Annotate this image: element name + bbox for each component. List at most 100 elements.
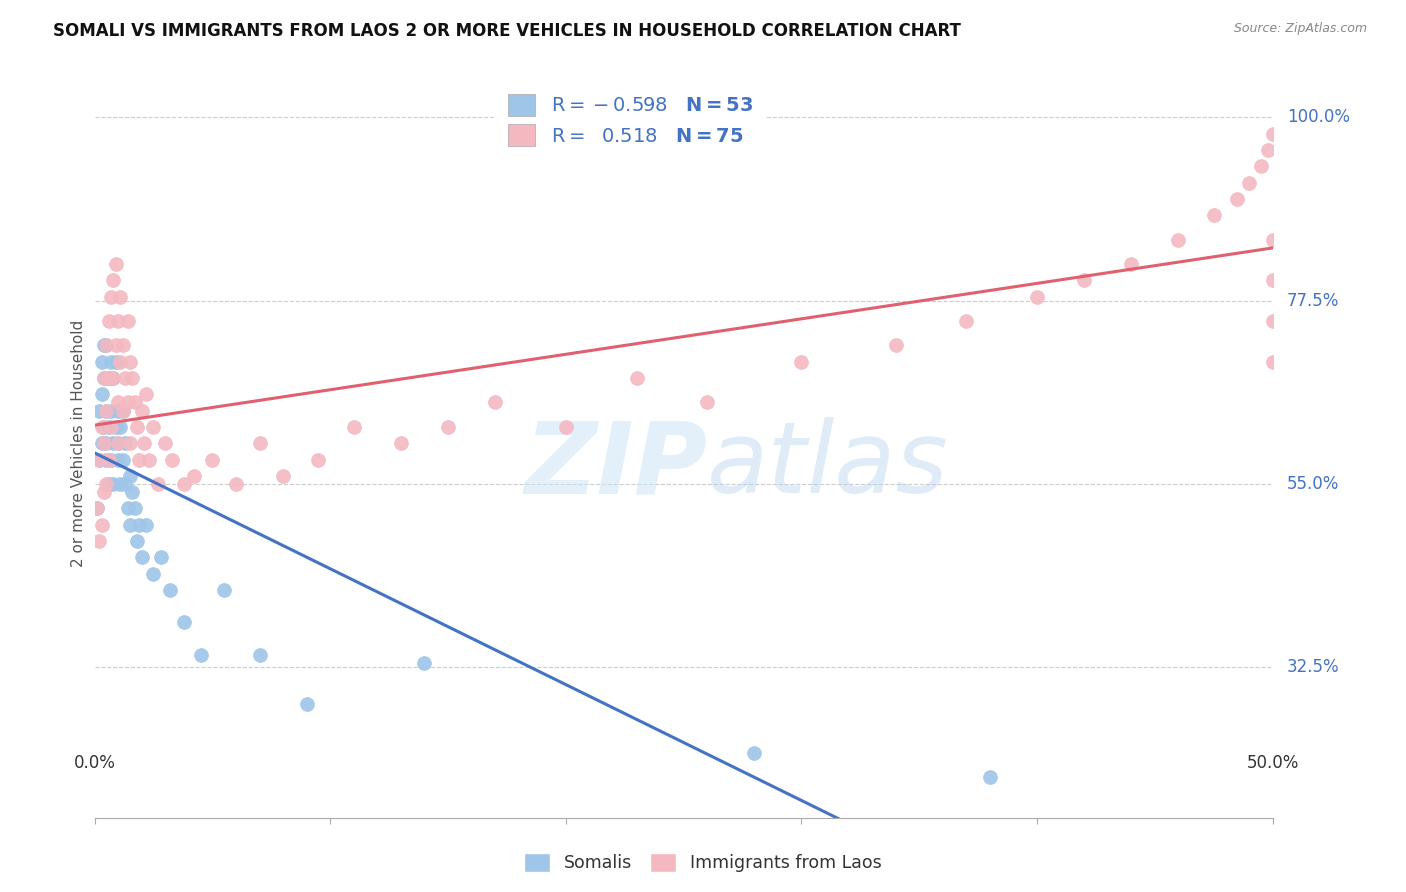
- Point: [173, 615, 195, 630]
- Point: [100, 452, 122, 467]
- Point: [104, 355, 127, 369]
- Point: [97, 420, 120, 434]
- Point: [135, 387, 157, 401]
- Point: [100, 355, 122, 369]
- Point: [97, 371, 120, 385]
- Point: [103, 477, 125, 491]
- Point: [138, 452, 160, 467]
- Point: [93, 485, 115, 500]
- Y-axis label: 2 or more Vehicles in Household: 2 or more Vehicles in Household: [72, 319, 86, 566]
- Point: [190, 648, 212, 662]
- Point: [1073, 273, 1095, 287]
- Point: [295, 697, 318, 711]
- Point: [97, 477, 120, 491]
- Point: [100, 290, 122, 304]
- Point: [110, 355, 132, 369]
- Point: [103, 371, 125, 385]
- Point: [1261, 355, 1284, 369]
- Point: [389, 436, 412, 450]
- Text: 100.0%: 100.0%: [1286, 109, 1350, 127]
- Point: [93, 371, 115, 385]
- Point: [89, 533, 111, 548]
- Text: Source: ZipAtlas.com: Source: ZipAtlas.com: [1233, 22, 1367, 36]
- Point: [114, 477, 136, 491]
- Legend: $\mathregular{R = -0.598}$   $\mathbf{N = 53}$, $\mathregular{R =\ \ 0.518}$   $: $\mathregular{R = -0.598}$ $\mathbf{N = …: [496, 82, 765, 158]
- Point: [103, 436, 125, 450]
- Point: [790, 355, 813, 369]
- Point: [1167, 233, 1189, 247]
- Point: [1261, 314, 1284, 328]
- Point: [114, 371, 136, 385]
- Point: [249, 436, 271, 450]
- Point: [96, 403, 118, 417]
- Point: [554, 420, 576, 434]
- Point: [118, 468, 141, 483]
- Point: [96, 452, 118, 467]
- Point: [93, 436, 115, 450]
- Point: [111, 452, 134, 467]
- Point: [96, 338, 118, 352]
- Point: [142, 420, 165, 434]
- Point: [107, 314, 129, 328]
- Legend: Somalis, Immigrants from Laos: Somalis, Immigrants from Laos: [517, 846, 889, 879]
- Point: [111, 403, 134, 417]
- Point: [437, 420, 460, 434]
- Point: [1121, 257, 1143, 271]
- Point: [626, 371, 648, 385]
- Point: [149, 550, 172, 565]
- Point: [96, 338, 118, 352]
- Point: [125, 420, 148, 434]
- Point: [90, 355, 112, 369]
- Point: [89, 452, 111, 467]
- Point: [121, 371, 143, 385]
- Point: [104, 257, 127, 271]
- Point: [89, 403, 111, 417]
- Point: [1261, 233, 1284, 247]
- Point: [104, 338, 127, 352]
- Point: [413, 656, 436, 670]
- Point: [97, 371, 120, 385]
- Point: [117, 501, 139, 516]
- Point: [155, 436, 177, 450]
- Point: [90, 420, 112, 434]
- Point: [107, 452, 129, 467]
- Point: [100, 420, 122, 434]
- Point: [97, 452, 120, 467]
- Point: [212, 582, 235, 597]
- Point: [117, 314, 139, 328]
- Point: [117, 395, 139, 409]
- Text: ZIP: ZIP: [524, 417, 707, 514]
- Point: [124, 501, 146, 516]
- Point: [107, 436, 129, 450]
- Point: [131, 550, 153, 565]
- Point: [110, 420, 132, 434]
- Text: atlas: atlas: [707, 417, 949, 514]
- Point: [1261, 273, 1284, 287]
- Point: [131, 403, 153, 417]
- Point: [148, 477, 170, 491]
- Point: [1257, 143, 1279, 157]
- Point: [100, 403, 122, 417]
- Point: [93, 338, 115, 352]
- Point: [955, 314, 977, 328]
- Point: [111, 338, 134, 352]
- Point: [1026, 290, 1049, 304]
- Point: [86, 501, 108, 516]
- Point: [93, 371, 115, 385]
- Point: [1226, 192, 1249, 206]
- Point: [159, 582, 181, 597]
- Point: [110, 477, 132, 491]
- Point: [97, 314, 120, 328]
- Point: [343, 420, 366, 434]
- Point: [118, 436, 141, 450]
- Point: [225, 477, 247, 491]
- Point: [1261, 127, 1284, 141]
- Point: [89, 452, 111, 467]
- Text: 32.5%: 32.5%: [1286, 658, 1340, 676]
- Point: [307, 452, 329, 467]
- Point: [201, 452, 224, 467]
- Point: [118, 355, 141, 369]
- Point: [183, 468, 205, 483]
- Point: [979, 770, 1001, 784]
- Point: [90, 387, 112, 401]
